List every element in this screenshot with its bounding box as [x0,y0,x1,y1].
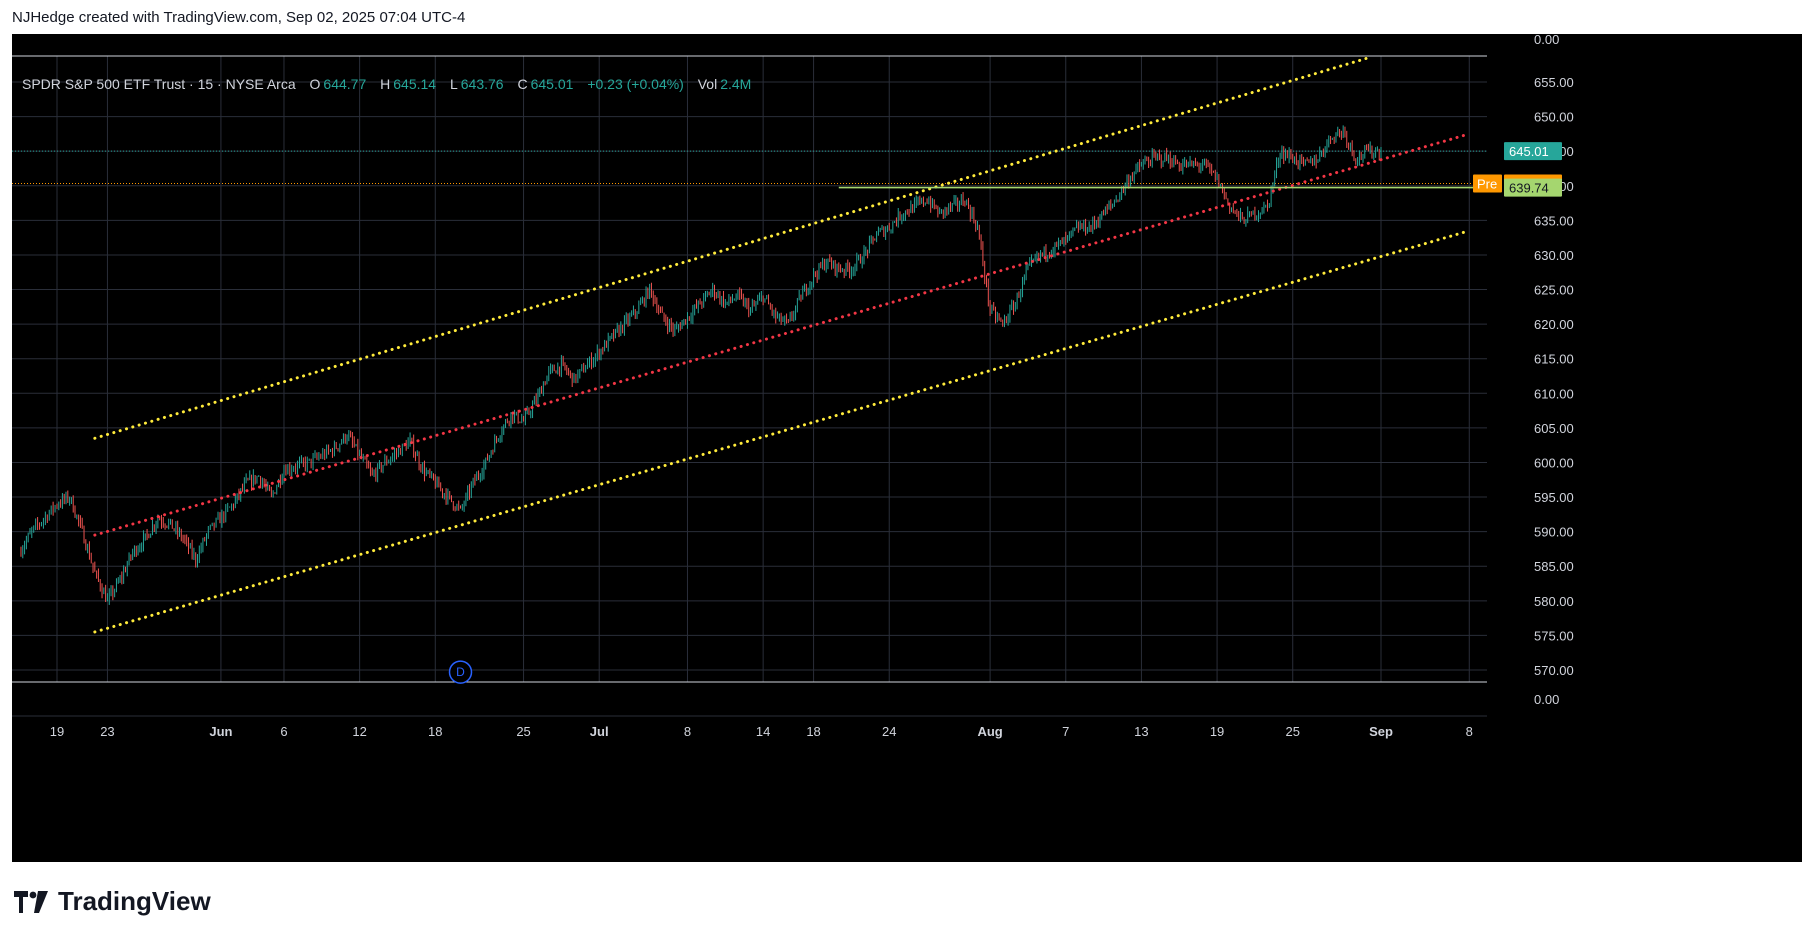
time-tick-label: 19 [50,724,64,739]
open-label: O [309,76,321,92]
time-tick-label: 24 [882,724,896,739]
upper-channel[interactable] [93,56,1370,440]
price-tick-label: 570.00 [1534,663,1574,678]
low-label: L [449,76,458,92]
price-chart[interactable]: 655.00650.00645.00640.00635.00630.00625.… [12,34,1802,862]
price-tick-label: 575.00 [1534,628,1574,643]
price-tick-label: 580.00 [1534,594,1574,609]
chart-caption: NJHedge created with TradingView.com, Se… [12,9,466,26]
dividend-marker[interactable] [448,660,473,684]
volume-value: 2.4M [720,76,752,92]
high-label: H [380,76,391,92]
time-tick-label: 25 [516,724,530,739]
time-tick-label: 14 [756,724,770,739]
price-axis[interactable] [1487,34,1802,862]
time-tick-label: 13 [1134,724,1148,739]
time-tick-label: Jul [590,724,609,739]
price-tick-label: 610.00 [1534,386,1574,401]
candlestick-series[interactable] [20,125,1382,605]
price-tick-label: 605.00 [1534,421,1574,436]
price-tick-label: 625.00 [1534,283,1574,298]
time-tick-label: 7 [1062,724,1069,739]
tradingview-brand[interactable]: TradingView [14,886,211,917]
top-pane-value-label: 0.00 [1534,34,1559,47]
time-tick-label: 23 [100,724,114,739]
time-tick-label: 18 [806,724,820,739]
pre-market-tag: Pre [1477,177,1497,192]
close-value: 645.01 [530,76,574,92]
price-tick-label: 595.00 [1534,490,1574,505]
price-tick-label: 635.00 [1534,213,1574,228]
support-level-value: 639.74 [1509,181,1549,196]
dividend-marker-label: D [456,665,465,679]
time-tick-label: 25 [1285,724,1299,739]
lower-channel[interactable] [93,229,1471,634]
price-tick-label: 620.00 [1534,317,1574,332]
time-tick-label: Aug [977,724,1002,739]
change-value: +0.23 (+0.04%) [587,76,684,92]
time-tick-label: Jun [209,724,232,739]
support-level-badge[interactable] [1504,178,1562,197]
time-tick-label: Sep [1369,724,1393,739]
chart-frame[interactable]: 655.00650.00645.00640.00635.00630.00625.… [12,34,1802,862]
low-value: 643.76 [460,76,504,92]
price-tick-label: 655.00 [1534,75,1574,90]
price-tick-label: 650.00 [1534,110,1574,125]
pre-market-tag-badge[interactable] [1473,174,1502,193]
price-tick-label: 585.00 [1534,559,1574,574]
time-tick-label: 19 [1210,724,1224,739]
high-value: 645.14 [393,76,437,92]
bottom-pane-value-label: 0.00 [1534,692,1559,707]
mid-channel[interactable] [93,132,1471,537]
close-label: C [517,76,528,92]
symbol-title[interactable]: SPDR S&P 500 ETF Trust · 15 · NYSE Arca [22,76,296,92]
price-tick-label: 600.00 [1534,455,1574,470]
last-price-value: 645.01 [1509,144,1549,159]
last-price-badge[interactable] [1504,142,1562,161]
tradingview-wordmark: TradingView [58,886,211,916]
price-tick-label: 590.00 [1534,525,1574,540]
time-tick-label: 8 [684,724,691,739]
open-value: 644.77 [323,76,367,92]
price-tick-label: 630.00 [1534,248,1574,263]
time-tick-label: 12 [352,724,366,739]
time-tick-label: 6 [280,724,287,739]
time-tick-label: 18 [428,724,442,739]
time-tick-label: 8 [1466,724,1473,739]
symbol-legend[interactable]: SPDR S&P 500 ETF Trust · 15 · NYSE Arca … [22,76,761,92]
volume-label: Vol [697,76,718,92]
price-tick-label: 615.00 [1534,352,1574,367]
tradingview-logo-icon [14,890,48,913]
